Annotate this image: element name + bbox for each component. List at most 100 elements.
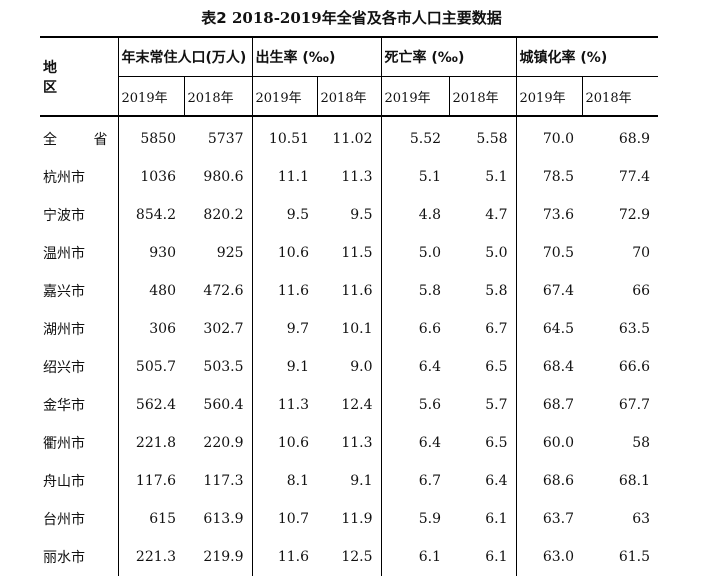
table-cell: 63.7 [515, 500, 583, 538]
region-header: 地 区 [40, 36, 118, 117]
table-row: 台州市 615 613.9 10.7 11.9 5.9 6.1 63.7 63 [40, 500, 658, 538]
urbanization-header: 城镇化率 (%) [515, 36, 659, 77]
table-cell: 6.1 [380, 538, 450, 576]
table-cell: 12.4 [341, 397, 373, 413]
table-cell: 68.4 [515, 348, 583, 386]
region-name: 丽水市 [43, 550, 85, 566]
table-cell: 11.02 [332, 131, 373, 147]
table-cell: 472.6 [203, 283, 244, 299]
table-cell: 4.8 [380, 196, 450, 234]
table-cell: 68.9 [618, 131, 651, 147]
death-rate-header: 死亡率 (‰) [380, 36, 517, 77]
table-cell: 11.6 [251, 538, 318, 576]
table-cell: 117.6 [117, 462, 184, 500]
table-cell: 63.5 [618, 321, 651, 337]
table-cell: 77.4 [618, 169, 651, 185]
table-row: 温州市 930 925 10.6 11.5 5.0 5.0 70.5 70 [40, 234, 658, 272]
table-cell: 505.7 [117, 348, 184, 386]
table-row: 湖州市 306 302.7 9.7 10.1 6.6 6.7 64.5 63.5 [40, 310, 658, 348]
table-cell: 70.0 [515, 116, 583, 158]
table-cell: 5.0 [380, 234, 450, 272]
table-cell: 60.0 [515, 424, 583, 462]
table-cell: 11.1 [251, 158, 318, 196]
year-header: 2018年 [581, 76, 659, 117]
year-header: 2019年 [380, 76, 450, 117]
table-cell: 5737 [207, 131, 244, 147]
table-cell: 6.7 [485, 321, 508, 337]
table-cell: 302.7 [203, 321, 244, 337]
table-cell: 8.1 [251, 462, 318, 500]
region-name: 杭州市 [43, 170, 85, 186]
table-row: 全 省 5850 5737 10.51 11.02 5.52 5.58 70.0 68.9 [40, 116, 658, 158]
year-header: 2019年 [251, 76, 318, 117]
region-name: 全 省 [43, 132, 124, 148]
table-cell: 5.7 [485, 397, 508, 413]
region-name: 湖州市 [43, 322, 85, 338]
region-name: 衢州市 [43, 436, 85, 452]
table-cell: 9.7 [251, 310, 318, 348]
table-title-text: 年全省及各市人口主要数据 [321, 9, 502, 27]
table-cell: 306 [117, 310, 184, 348]
table-title-prefix: 表2 [201, 9, 227, 27]
year-header: 2019年 [515, 76, 583, 117]
table-cell: 12.5 [341, 549, 373, 565]
table-cell: 925 [216, 245, 244, 261]
table-cell: 6.6 [380, 310, 450, 348]
table-cell: 10.6 [251, 424, 318, 462]
table-cell: 11.3 [341, 435, 373, 451]
table-cell: 63.0 [515, 538, 583, 576]
table-row: 嘉兴市 480 472.6 11.6 11.6 5.8 5.8 67.4 66 [40, 272, 658, 310]
table-cell: 78.5 [515, 158, 583, 196]
table-cell: 67.7 [618, 397, 651, 413]
table-cell: 67.4 [515, 272, 583, 310]
table-cell: 4.7 [485, 207, 508, 223]
table-cell: 221.3 [117, 538, 184, 576]
table-cell: 6.4 [380, 348, 450, 386]
table-cell: 11.3 [251, 386, 318, 424]
table-cell: 6.4 [380, 424, 450, 462]
table-cell: 6.5 [485, 435, 508, 451]
table-row: 丽水市 221.3 219.9 11.6 12.5 6.1 6.1 63.0 61.5 [40, 538, 658, 576]
table-cell: 5.8 [485, 283, 508, 299]
table-cell: 5.1 [485, 169, 508, 185]
table-row: 金华市 562.4 560.4 11.3 12.4 5.6 5.7 68.7 67.7 [40, 386, 658, 424]
table-cell: 63 [632, 511, 651, 527]
table-cell: 70 [632, 245, 651, 261]
table-cell: 72.9 [618, 207, 651, 223]
table-row: 衢州市 221.8 220.9 10.6 11.3 6.4 6.5 60.0 58 [40, 424, 658, 462]
table-cell: 930 [117, 234, 184, 272]
table-cell: 5.9 [380, 500, 450, 538]
table-cell: 220.9 [203, 435, 244, 451]
table-cell: 117.3 [203, 473, 244, 489]
table-cell: 613.9 [203, 511, 244, 527]
table-cell: 10.1 [341, 321, 373, 337]
table-row: 绍兴市 505.7 503.5 9.1 9.0 6.4 6.5 68.4 66.6 [40, 348, 658, 386]
table-cell: 221.8 [117, 424, 184, 462]
table-title-years: 2018-2019 [231, 9, 322, 27]
table-cell: 66.6 [618, 359, 651, 375]
table-cell: 480 [117, 272, 184, 310]
region-name: 嘉兴市 [43, 284, 85, 300]
table-row: 杭州市 1036 980.6 11.1 11.3 5.1 5.1 78.5 77.4 [40, 158, 658, 196]
table-cell: 9.5 [350, 207, 373, 223]
table-cell: 5850 [117, 116, 184, 158]
year-header: 2018年 [183, 76, 253, 117]
table-cell: 560.4 [203, 397, 244, 413]
region-name: 温州市 [43, 246, 85, 262]
year-header: 2019年 [117, 76, 184, 117]
population-table: 地 区 年末常住人口(万人) 出生率 (‰) 死亡率 (‰) 城镇化率 (%) … [40, 36, 659, 576]
year-header: 2018年 [448, 76, 517, 117]
table-cell: 6.7 [380, 462, 450, 500]
table-cell: 11.9 [341, 511, 373, 527]
table-cell: 10.51 [251, 116, 318, 158]
table-cell: 11.6 [251, 272, 318, 310]
table-cell: 10.6 [251, 234, 318, 272]
table-cell: 68.1 [618, 473, 651, 489]
population-header: 年末常住人口(万人) [117, 36, 253, 77]
table-cell: 5.58 [476, 131, 508, 147]
table-cell: 980.6 [203, 169, 244, 185]
table-cell: 615 [117, 500, 184, 538]
region-name: 绍兴市 [43, 360, 85, 376]
region-name: 舟山市 [43, 474, 85, 490]
table-cell: 503.5 [203, 359, 244, 375]
